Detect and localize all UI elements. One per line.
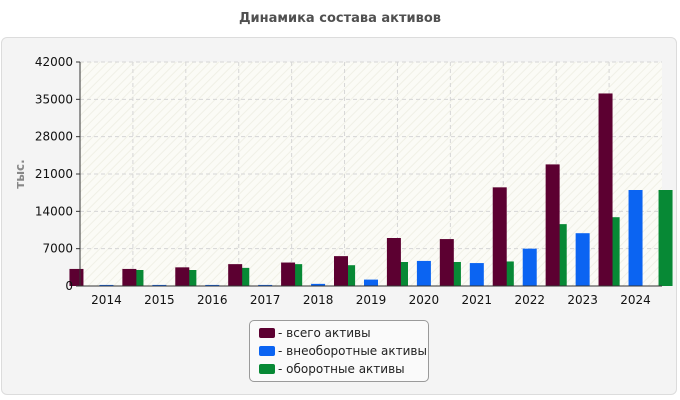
grid-lines [80,61,662,286]
bar-current [658,190,673,286]
y-tick-label: 14000 [35,204,73,218]
bar-noncurrent [416,260,431,286]
legend-label-current: - оборотные активы [278,362,405,376]
chart-title: Динамика состава активов [238,11,442,26]
bar-total [598,93,613,286]
bar-total [545,164,560,286]
x-tick-label: 2021 [462,293,493,307]
bar-noncurrent [469,263,484,286]
legend-swatch-noncurrent [259,346,275,356]
x-tick-label: 2023 [567,293,598,307]
bar-total [334,256,348,286]
x-tick-label: 2022 [514,293,545,307]
legend-swatch-total [259,328,275,338]
x-tick-label: 2019 [356,293,387,307]
x-tick-label: 2020 [409,293,440,307]
bar-total [492,187,507,286]
bar-noncurrent [628,190,643,286]
legend-label-noncurrent: - внеоборотные активы [278,344,427,358]
y-tick-label: 0 [65,279,73,293]
x-tick-labels: 2014 2015 2016 2017 2018 2019 2020 2021 2022 2023… [91,293,651,307]
bar-noncurrent [152,284,167,286]
y-tick-label: 28000 [35,130,73,144]
bar-noncurrent [205,284,220,286]
y-tick-label: 42000 [35,55,73,69]
legend-item-noncurrent: - внеоборотные активы [250,342,428,360]
x-tick-label: 2024 [620,293,651,307]
y-axis-label: тыс. [13,159,27,188]
bar-noncurrent [99,284,114,286]
y-tick-label: 21000 [35,167,73,181]
legend-label-total: - всего активы [278,326,371,340]
x-tick-label: 2015 [144,293,175,307]
bar-noncurrent [522,248,537,286]
bar-total [386,238,401,286]
y-tick-label: 35000 [35,92,73,106]
bar-total [122,268,137,286]
x-tick-label: 2018 [303,293,334,307]
bar-noncurrent [364,279,378,286]
x-tick-label: 2016 [197,293,228,307]
y-tick-labels: 0 7000 14000 21000 28000 35000 42000 [35,55,80,293]
legend: - всего активы - внеоборотные активы - о… [249,320,429,382]
bar-noncurrent [258,284,273,286]
bar-total [228,264,243,286]
bar-total [281,262,296,286]
x-tick-label: 2014 [91,293,122,307]
legend-item-current: - оборотные активы [250,360,428,378]
bar-noncurrent [311,283,326,286]
bar-total [439,239,454,286]
legend-swatch-current [259,364,275,374]
bars-group [69,93,673,286]
y-tick-label: 7000 [42,242,73,256]
x-tick-label: 2017 [250,293,281,307]
legend-item-total: - всего активы [250,324,428,342]
bar-total [175,267,190,286]
bar-noncurrent [575,233,590,286]
